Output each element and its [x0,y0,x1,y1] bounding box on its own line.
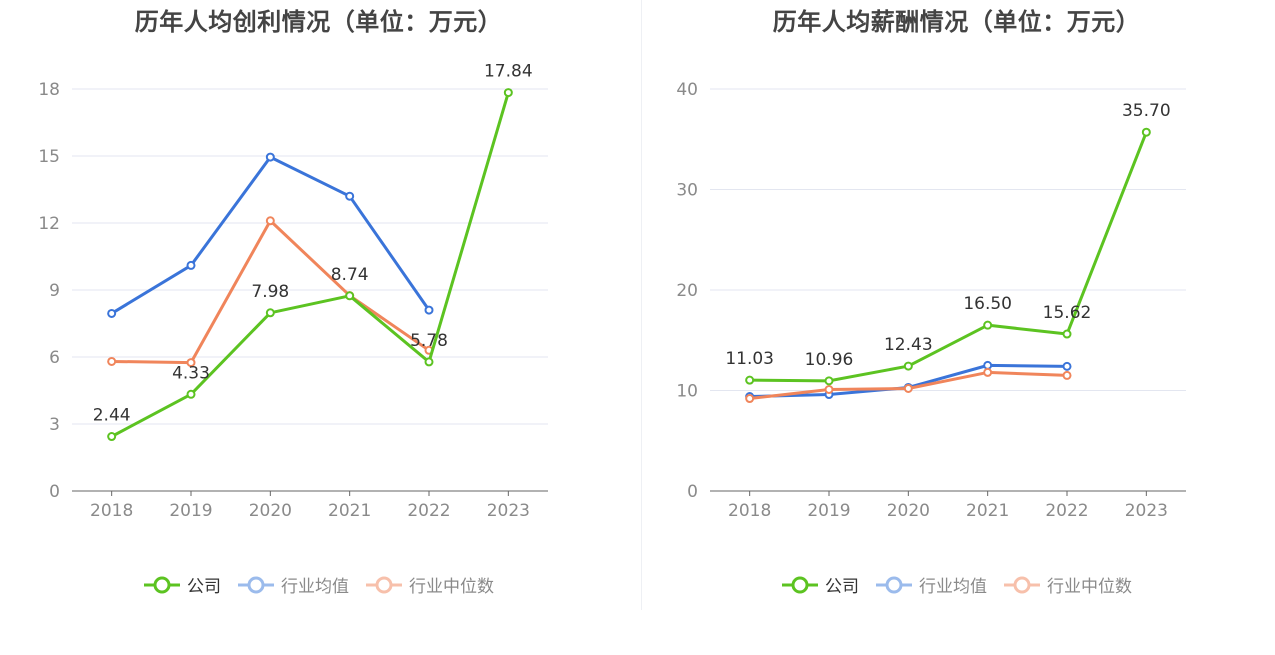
data-point-industry-median[interactable] [265,216,275,226]
data-label: 2.44 [93,406,131,426]
data-point-industry-median[interactable] [824,384,834,394]
data-point-industry-average[interactable] [265,152,275,162]
chart-title: 历年人均薪酬情况（单位：万元） [772,8,1141,36]
data-point-company[interactable] [186,389,196,399]
data-label: 8.74 [331,265,369,285]
data-label: 5.78 [410,331,448,351]
data-point-company[interactable] [1062,329,1072,339]
data-label: 16.50 [963,294,1012,314]
x-tick-label: 2018 [90,501,133,521]
legend-industry-median-icon [366,576,402,593]
legend-item-industry-average[interactable]: 行业均值 [875,572,987,597]
legend-label-industry-median: 行业中位数 [409,577,494,597]
legend-label-industry-average: 行业均值 [281,577,349,597]
x-tick-label: 2023 [1125,501,1168,521]
y-tick-label: 0 [687,482,698,502]
data-point-industry-median[interactable] [903,383,913,393]
x-tick-label: 2022 [407,501,450,521]
y-tick-label: 10 [676,382,698,402]
y-tick-label: 20 [676,281,698,301]
legend-item-company[interactable]: 公司 [143,572,221,597]
data-point-company[interactable] [345,291,355,301]
line-chart-profit: 0 3 6 9 12 15 18 2018 2019 2020 2021 2022 2023 2.44 4.… [38,62,548,521]
legend-industry-average-icon [876,576,912,593]
data-point-industry-average[interactable] [1062,361,1072,371]
data-label: 7.98 [251,282,289,302]
chart-legend: 公司 行业均值 行业中位数 [0,572,637,597]
legend-industry-median-icon [1004,576,1040,593]
x-tick-label: 2018 [728,501,771,521]
data-label: 15.62 [1043,303,1092,323]
y-tick-label: 0 [49,482,60,502]
legend-company-icon [782,576,818,593]
x-tick-label: 2021 [966,501,1009,521]
x-tick-label: 2020 [887,501,930,521]
y-tick-label: 3 [49,415,60,435]
series-line-company [110,92,510,438]
data-point-industry-median[interactable] [186,358,196,368]
data-label: 35.70 [1122,101,1171,121]
data-point-company[interactable] [424,357,434,367]
legend-item-industry-average[interactable]: 行业均值 [237,572,349,597]
panel-divider [641,0,642,610]
y-tick-label: 30 [676,181,698,201]
data-point-industry-average[interactable] [424,305,434,315]
chart-panel-profit: 历年人均创利情况（单位：万元） 0 3 6 9 12 15 18 2018 2019 2020 20… [0,0,637,655]
data-point-company[interactable] [983,320,993,330]
data-label: 17.84 [484,62,533,82]
data-point-company[interactable] [107,432,117,442]
legend-item-industry-median[interactable]: 行业中位数 [365,572,494,597]
x-tick-label: 2022 [1045,501,1088,521]
data-point-company[interactable] [903,361,913,371]
chart-title: 历年人均创利情况（单位：万元） [134,8,503,36]
data-point-company[interactable] [503,88,513,98]
x-tick-label: 2021 [328,501,371,521]
data-label: 4.33 [172,363,210,383]
y-tick-label: 6 [49,348,60,368]
data-point-company[interactable] [1141,127,1151,137]
legend-item-industry-median[interactable]: 行业中位数 [1003,572,1132,597]
chart-panel-salary: 历年人均薪酬情况（单位：万元） 0 10 20 30 40 2018 2019 2020 202… [638,0,1275,655]
data-point-company[interactable] [745,375,755,385]
data-label: 11.03 [725,349,774,369]
legend-label-industry-median: 行业中位数 [1047,577,1132,597]
legend-label-company: 公司 [825,577,859,597]
data-label: 12.43 [884,335,933,355]
legend-item-company[interactable]: 公司 [781,572,859,597]
data-point-industry-average[interactable] [345,191,355,201]
data-point-company[interactable] [824,376,834,386]
legend-company-icon [144,576,180,593]
data-point-industry-average[interactable] [983,360,993,370]
legend-industry-average-icon [238,576,274,593]
x-tick-label: 2023 [487,501,530,521]
y-tick-label: 15 [38,147,60,167]
y-tick-label: 9 [49,281,60,301]
data-point-industry-median[interactable] [107,356,117,366]
series-line-company [749,131,1148,383]
y-tick-label: 12 [38,214,60,234]
data-point-industry-average[interactable] [186,260,196,270]
y-tick-label: 18 [38,80,60,100]
line-chart-salary: 0 10 20 30 40 2018 2019 2020 2021 2022 2023 11.03 10… [676,80,1186,521]
data-label: 10.96 [805,350,854,370]
data-point-industry-median[interactable] [745,394,755,404]
y-tick-label: 40 [676,80,698,100]
chart-legend: 公司 行业均值 行业中位数 [638,572,1275,597]
data-point-industry-median[interactable] [1062,370,1072,380]
data-point-industry-median[interactable] [983,367,993,377]
data-point-company[interactable] [265,308,275,318]
legend-label-industry-average: 行业均值 [919,577,987,597]
legend-label-company: 公司 [187,577,221,597]
x-tick-label: 2020 [249,501,292,521]
data-point-industry-average[interactable] [107,308,117,318]
x-tick-label: 2019 [807,501,850,521]
x-tick-label: 2019 [169,501,212,521]
